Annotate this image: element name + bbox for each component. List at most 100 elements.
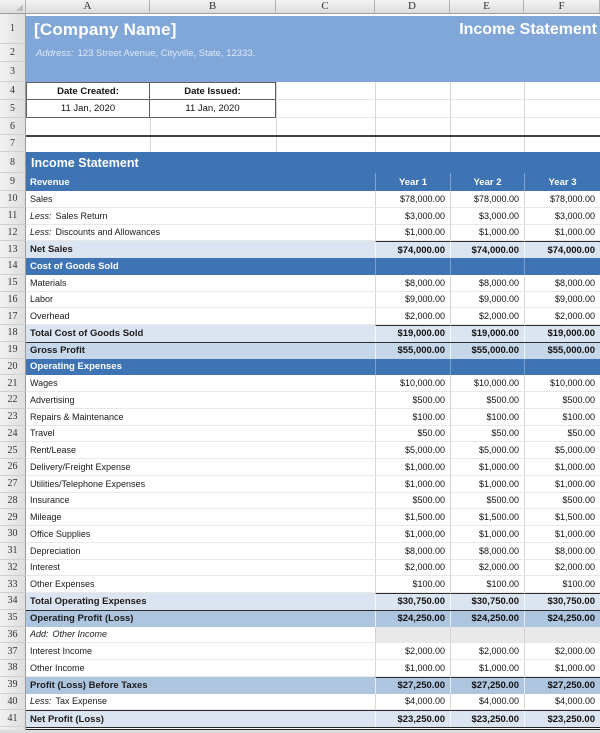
value-cell-year2[interactable]: $8,000.00: [450, 542, 524, 559]
value-cell-year2[interactable]: $1,000.00: [450, 475, 524, 492]
empty-cell[interactable]: [524, 100, 600, 118]
value-cell-year2[interactable]: $1,000.00: [450, 526, 524, 542]
row-number[interactable]: 10: [0, 191, 26, 208]
value-cell-year1[interactable]: $55,000.00: [375, 342, 450, 359]
row-label-cell[interactable]: Total Cost of Goods Sold: [30, 327, 144, 339]
row-number[interactable]: 25: [0, 442, 26, 459]
value-cell-year3[interactable]: $30,750.00: [524, 593, 600, 610]
value-cell-year3[interactable]: $500.00: [524, 392, 600, 408]
row-label-cell[interactable]: Repairs & Maintenance: [30, 411, 124, 422]
value-cell-year1[interactable]: $2,000.00: [375, 308, 450, 324]
empty-cell[interactable]: [450, 118, 524, 135]
value-cell-year2[interactable]: $10,000.00: [450, 375, 524, 391]
value-cell-year1[interactable]: $2,000.00: [375, 559, 450, 576]
value-cell-year2[interactable]: $50.00: [450, 425, 524, 442]
date-issued-value-cell[interactable]: 11 Jan, 2020: [150, 100, 276, 118]
value-cell-year2[interactable]: $2,000.00: [450, 559, 524, 576]
row-number[interactable]: 36: [0, 626, 26, 644]
row-label-cell[interactable]: Other Income: [30, 662, 85, 673]
row-number[interactable]: 18: [0, 325, 26, 342]
value-cell-year1[interactable]: $1,000.00: [375, 224, 450, 241]
value-cell-year1[interactable]: $8,000.00: [375, 274, 450, 291]
value-cell-year2[interactable]: [450, 258, 524, 275]
value-cell-year1[interactable]: $100.00: [375, 576, 450, 592]
revenue-section-label-cell[interactable]: Revenue: [30, 176, 70, 188]
value-cell-year1[interactable]: $24,250.00: [375, 610, 450, 627]
value-cell-year2[interactable]: $3,000.00: [450, 207, 524, 224]
row-number[interactable]: 33: [0, 576, 26, 593]
value-cell-year3[interactable]: $23,250.00: [524, 711, 600, 727]
value-cell-year3[interactable]: $2,000.00: [524, 559, 600, 576]
row-label-cell[interactable]: Insurance: [30, 495, 70, 506]
row-number[interactable]: 2: [0, 44, 26, 62]
row-label-cell[interactable]: Depreciation: [30, 545, 81, 556]
empty-cell[interactable]: [375, 118, 450, 135]
value-cell-year2[interactable]: $23,250.00: [450, 711, 524, 727]
value-cell-year1[interactable]: $3,000.00: [375, 207, 450, 224]
row-label-cell[interactable]: Interest: [30, 562, 61, 573]
value-cell-year1[interactable]: $1,000.00: [375, 526, 450, 542]
row-number[interactable]: 14: [0, 258, 26, 275]
value-cell-year1[interactable]: $19,000.00: [375, 325, 450, 342]
column-header-f[interactable]: F: [524, 0, 600, 14]
value-cell-year3[interactable]: $3,000.00: [524, 207, 600, 224]
value-cell-year2[interactable]: $19,000.00: [450, 325, 524, 342]
column-header-d[interactable]: D: [375, 0, 450, 14]
empty-cell[interactable]: [450, 100, 524, 118]
value-cell-year1[interactable]: $23,250.00: [375, 711, 450, 727]
value-cell-year2[interactable]: $78,000.00: [450, 191, 524, 207]
row-number[interactable]: 31: [0, 542, 26, 560]
value-cell-year2[interactable]: $74,000.00: [450, 241, 524, 258]
value-cell-year1[interactable]: $2,000.00: [375, 643, 450, 659]
date-created-value-cell[interactable]: 11 Jan, 2020: [26, 100, 150, 118]
row-label-cell[interactable]: Cost of Goods Sold: [30, 260, 119, 272]
value-cell-year3[interactable]: $8,000.00: [524, 542, 600, 559]
value-cell-year2[interactable]: $55,000.00: [450, 342, 524, 359]
row-label-cell[interactable]: Net Sales: [30, 244, 73, 256]
value-cell-year3[interactable]: [524, 626, 600, 643]
row-label-cell[interactable]: Operating Profit (Loss): [30, 613, 134, 625]
empty-cell[interactable]: [450, 137, 524, 152]
value-cell-year3[interactable]: $74,000.00: [524, 241, 600, 258]
empty-cell[interactable]: [276, 82, 375, 100]
row-number[interactable]: 34: [0, 593, 26, 610]
empty-cell[interactable]: [524, 137, 600, 152]
date-created-label-cell[interactable]: Date Created:: [26, 82, 150, 100]
value-cell-year3[interactable]: $9,000.00: [524, 291, 600, 308]
value-cell-year3[interactable]: $2,000.00: [524, 643, 600, 659]
value-cell-year2[interactable]: $1,000.00: [450, 224, 524, 241]
row-label-cell[interactable]: Utilities/Telephone Expenses: [30, 478, 146, 489]
year1-column-header-cell[interactable]: Year 1: [375, 173, 450, 191]
banner-empty-cell[interactable]: [26, 62, 600, 82]
value-cell-year3[interactable]: $27,250.00: [524, 676, 600, 694]
row-number[interactable]: 23: [0, 408, 26, 426]
empty-cell[interactable]: [524, 82, 600, 100]
row-label-cell[interactable]: Labor: [30, 294, 54, 305]
value-cell-year3[interactable]: $24,250.00: [524, 610, 600, 627]
empty-cell[interactable]: [26, 118, 150, 135]
value-cell-year1[interactable]: [375, 358, 450, 376]
value-cell-year1[interactable]: $74,000.00: [375, 241, 450, 258]
value-cell-year1[interactable]: $27,250.00: [375, 676, 450, 694]
value-cell-year1[interactable]: $78,000.00: [375, 191, 450, 207]
empty-cell[interactable]: [375, 100, 450, 118]
value-cell-year2[interactable]: [450, 626, 524, 643]
row-number[interactable]: 1: [0, 14, 26, 44]
value-cell-year2[interactable]: $30,750.00: [450, 593, 524, 610]
value-cell-year2[interactable]: $27,250.00: [450, 676, 524, 694]
row-number[interactable]: 40: [0, 693, 26, 711]
row-number[interactable]: 26: [0, 459, 26, 476]
row-label-cell[interactable]: Office Supplies: [30, 528, 91, 539]
empty-cell[interactable]: [150, 118, 276, 135]
row-number[interactable]: 32: [0, 559, 26, 577]
year3-column-header-cell[interactable]: Year 3: [524, 173, 600, 191]
year2-column-header-cell[interactable]: Year 2: [450, 173, 524, 191]
row-number[interactable]: 3: [0, 62, 26, 82]
row-number[interactable]: 8: [0, 152, 26, 173]
value-cell-year1[interactable]: $500.00: [375, 492, 450, 509]
row-number[interactable]: 41: [0, 710, 26, 727]
value-cell-year1[interactable]: $500.00: [375, 392, 450, 408]
column-header-e[interactable]: E: [450, 0, 524, 14]
row-number[interactable]: 27: [0, 475, 26, 493]
value-cell-year1[interactable]: $1,000.00: [375, 459, 450, 475]
